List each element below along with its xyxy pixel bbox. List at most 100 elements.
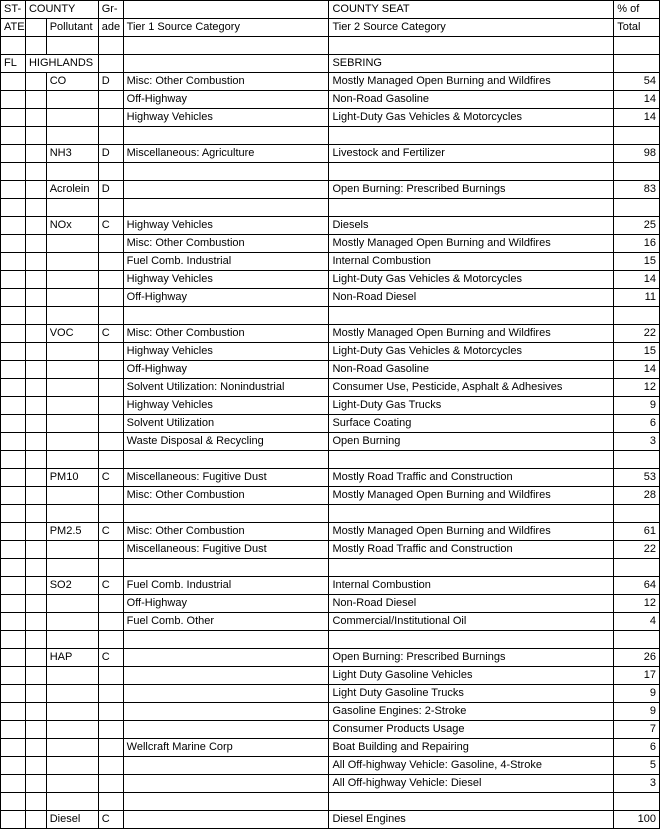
state-cell	[1, 811, 26, 829]
data-row: AcroleinD Open Burning: Prescribed Burni…	[1, 181, 660, 199]
grade-cell	[98, 703, 123, 721]
grade-cell	[98, 721, 123, 739]
blank	[123, 55, 329, 73]
blank	[25, 361, 46, 379]
pct-cell: 7	[614, 721, 660, 739]
blank	[25, 739, 46, 757]
blank	[98, 55, 123, 73]
data-row: HAPC Open Burning: Prescribed Burnings26	[1, 649, 660, 667]
tier2-cell: Light-Duty Gas Vehicles & Motorcycles	[329, 271, 614, 289]
tier1-cell: Fuel Comb. Industrial	[123, 253, 329, 271]
pct-cell: 9	[614, 685, 660, 703]
tier1-cell: Waste Disposal & Recycling	[123, 433, 329, 451]
pct-cell: 14	[614, 271, 660, 289]
tier2-cell: Mostly Managed Open Burning and Wildfire…	[329, 235, 614, 253]
blank	[25, 271, 46, 289]
pollutant-cell: PM2.5	[46, 523, 98, 541]
state-cell	[1, 721, 26, 739]
tier2-cell: Mostly Road Traffic and Construction	[329, 541, 614, 559]
pollutant-cell	[46, 343, 98, 361]
state-cell	[1, 487, 26, 505]
data-row: All Off-highway Vehicle: Gasoline, 4-Str…	[1, 757, 660, 775]
pollutant-cell	[46, 235, 98, 253]
tier1-cell: Misc: Other Combustion	[123, 487, 329, 505]
tier2-cell: Consumer Use, Pesticide, Asphalt & Adhes…	[329, 379, 614, 397]
pollutant-cell: NOx	[46, 217, 98, 235]
tier1-cell: Highway Vehicles	[123, 109, 329, 127]
state-cell	[1, 469, 26, 487]
pct-cell: 9	[614, 703, 660, 721]
tier1-cell: Highway Vehicles	[123, 271, 329, 289]
pollutant-cell: VOC	[46, 325, 98, 343]
tier1-cell: Highway Vehicles	[123, 343, 329, 361]
grade-cell	[98, 685, 123, 703]
tier2-cell: Non-Road Gasoline	[329, 361, 614, 379]
header-county-seat: COUNTY SEAT	[329, 1, 614, 19]
tier2-cell: Gasoline Engines: 2-Stroke	[329, 703, 614, 721]
grade-cell	[98, 289, 123, 307]
tier1-cell: Misc: Other Combustion	[123, 325, 329, 343]
tier1-cell: Off-Highway	[123, 289, 329, 307]
blank	[614, 55, 660, 73]
state-cell	[1, 541, 26, 559]
tier2-cell: Surface Coating	[329, 415, 614, 433]
pollutant-cell	[46, 667, 98, 685]
state-cell: FL	[1, 55, 26, 73]
grade-cell	[98, 487, 123, 505]
state-cell	[1, 397, 26, 415]
tier2-cell: Mostly Road Traffic and Construction	[329, 469, 614, 487]
tier1-cell	[123, 667, 329, 685]
pollutant-cell	[46, 415, 98, 433]
state-cell	[1, 433, 26, 451]
pollutant-cell	[46, 379, 98, 397]
data-row: PM2.5CMisc: Other CombustionMostly Manag…	[1, 523, 660, 541]
data-row: SO2CFuel Comb. IndustrialInternal Combus…	[1, 577, 660, 595]
state-cell	[1, 649, 26, 667]
tier2-cell: Mostly Managed Open Burning and Wildfire…	[329, 325, 614, 343]
blank	[25, 433, 46, 451]
pct-cell: 14	[614, 361, 660, 379]
grade-cell: D	[98, 73, 123, 91]
data-row: Highway VehiclesLight-Duty Gas Vehicles …	[1, 343, 660, 361]
county-name-cell: HIGHLANDS	[25, 55, 98, 73]
header-blank	[25, 19, 46, 37]
county-seat-cell: SEBRING	[329, 55, 614, 73]
header-pct-2: Total	[614, 19, 660, 37]
blank-row	[1, 37, 660, 55]
grade-cell: C	[98, 469, 123, 487]
pct-cell: 28	[614, 487, 660, 505]
state-cell	[1, 739, 26, 757]
blank	[25, 775, 46, 793]
pollutant-cell: Diesel	[46, 811, 98, 829]
pollutant-cell: CO	[46, 73, 98, 91]
tier1-cell: Off-Highway	[123, 595, 329, 613]
blank	[25, 235, 46, 253]
grade-cell	[98, 433, 123, 451]
blank	[25, 343, 46, 361]
data-row: Fuel Comb. OtherCommercial/Institutional…	[1, 613, 660, 631]
grade-cell	[98, 667, 123, 685]
data-row: Highway VehiclesLight-Duty Gas Trucks9	[1, 397, 660, 415]
pollutant-cell	[46, 541, 98, 559]
blank	[25, 577, 46, 595]
tier1-cell: Misc: Other Combustion	[123, 235, 329, 253]
data-row: Consumer Products Usage7	[1, 721, 660, 739]
grade-cell	[98, 361, 123, 379]
grade-cell	[98, 595, 123, 613]
tier2-cell: Light Duty Gasoline Trucks	[329, 685, 614, 703]
pollutant-cell	[46, 433, 98, 451]
header-tier2: Tier 2 Source Category	[329, 19, 614, 37]
tier1-cell	[123, 685, 329, 703]
pct-cell: 14	[614, 109, 660, 127]
state-cell	[1, 235, 26, 253]
tier1-cell: Off-Highway	[123, 361, 329, 379]
tier1-cell: Miscellaneous: Fugitive Dust	[123, 541, 329, 559]
pct-cell: 61	[614, 523, 660, 541]
grade-cell: C	[98, 577, 123, 595]
header-tier1-blank	[123, 1, 329, 19]
data-row: Light Duty Gasoline Trucks9	[1, 685, 660, 703]
state-cell	[1, 343, 26, 361]
tier1-cell: Fuel Comb. Other	[123, 613, 329, 631]
pct-cell: 9	[614, 397, 660, 415]
data-row: DieselC Diesel Engines100	[1, 811, 660, 829]
